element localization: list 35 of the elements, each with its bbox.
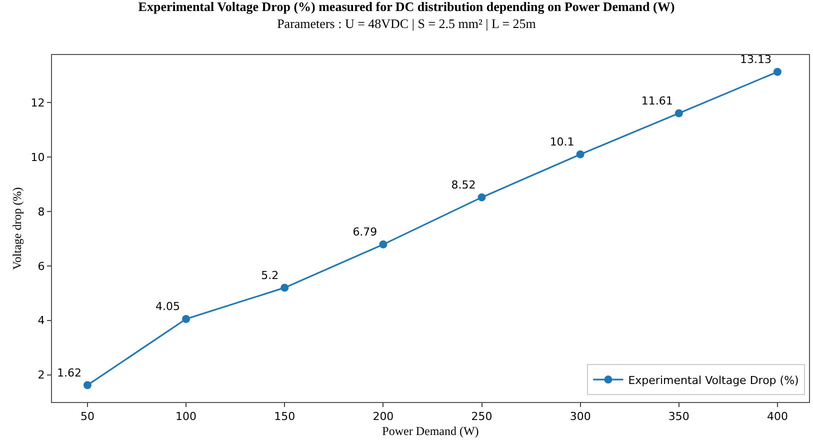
chart-subtitle: Parameters : U = 48VDC | S = 2.5 mm² | L = 25m <box>277 16 536 31</box>
legend-label: Experimental Voltage Drop (%) <box>628 374 799 387</box>
y-tick-label: 8 <box>38 205 45 218</box>
point <box>280 284 289 292</box>
x-tick-label: 300 <box>570 410 591 424</box>
point <box>478 193 486 202</box>
data-label: 4.05 <box>156 300 180 314</box>
x-tick-label: 400 <box>766 410 788 424</box>
y-tick-label: 2 <box>38 368 45 382</box>
x-tick-label: 250 <box>471 410 492 424</box>
point <box>674 109 683 118</box>
x-tick-label: 200 <box>372 410 394 424</box>
x-tick-label: 100 <box>176 410 197 424</box>
y-tick-label: 4 <box>38 314 45 328</box>
point <box>182 314 190 323</box>
y-axis-title: Voltage drop (%) <box>10 187 24 270</box>
data-label: 6.79 <box>352 226 378 239</box>
data-label: 10.1 <box>550 136 574 149</box>
x-tick-label: 150 <box>274 410 296 424</box>
data-label: 5.2 <box>261 268 279 282</box>
chart-title: Experimental Voltage Drop (%) measured for DC distribution depending on Power Demand (W) <box>138 0 675 14</box>
data-label: 13.13 <box>740 53 772 66</box>
point <box>773 68 782 76</box>
x-tick-label: 50 <box>80 410 94 424</box>
y-tick-label: 10 <box>30 150 45 164</box>
point <box>576 150 584 158</box>
data-label: 8.52 <box>451 178 476 192</box>
x-axis-title: Power Demand (W) <box>382 424 479 438</box>
y-tick-label: 12 <box>30 96 45 110</box>
y-tick-label: 6 <box>38 260 45 273</box>
point <box>379 240 388 248</box>
data-label: 1.62 <box>56 366 82 380</box>
data-label: 11.61 <box>641 94 673 108</box>
x-tick-label: 350 <box>668 410 690 424</box>
point <box>83 381 92 390</box>
